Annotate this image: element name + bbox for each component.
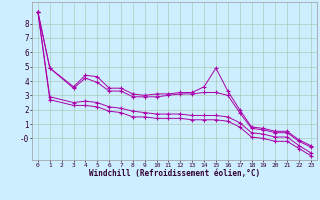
X-axis label: Windchill (Refroidissement éolien,°C): Windchill (Refroidissement éolien,°C) (89, 169, 260, 178)
